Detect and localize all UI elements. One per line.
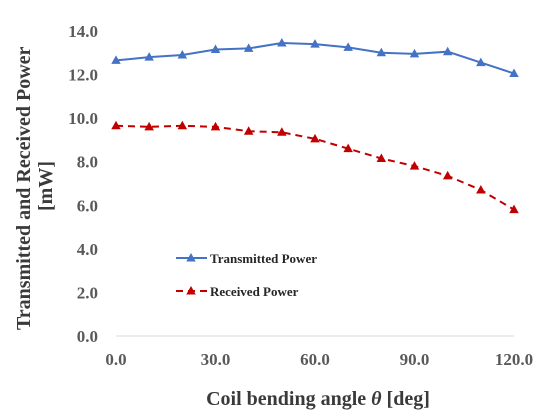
y-tick-label: 0.0	[77, 327, 98, 346]
transmitted-power-point	[144, 52, 154, 61]
transmitted-power-point	[343, 42, 353, 51]
y-tick-label: 2.0	[77, 283, 98, 302]
received-power-point	[210, 121, 221, 131]
transmitted-power-point	[509, 68, 519, 77]
legend-received-power-label: Received Power	[210, 284, 299, 299]
transmitted-power-point	[243, 43, 254, 52]
received-power-point	[376, 153, 387, 162]
received-power-point	[144, 121, 154, 131]
legend-transmitted-power-marker	[186, 253, 196, 262]
y-tick-label: 10.0	[68, 109, 98, 128]
y-tick-label: 12.0	[68, 66, 98, 85]
x-tick-label: 120.0	[495, 350, 533, 369]
transmitted-power-point	[442, 46, 453, 56]
received-power-point	[277, 127, 287, 136]
x-tick-label: 90.0	[400, 350, 430, 369]
received-power-point	[409, 161, 420, 170]
received-power-point	[509, 204, 519, 214]
legend-received-power-marker	[186, 286, 196, 295]
x-tick-labels: 0.0 30.0 60.0 90.0 120.0	[105, 350, 533, 369]
y-tick-label: 4.0	[77, 240, 98, 259]
transmitted-power-point	[177, 49, 188, 59]
legend: Transmitted Power Received Power	[176, 251, 317, 299]
x-axis-title: Coil bending angle θ [deg]	[206, 388, 430, 410]
transmitted-power-point	[376, 47, 387, 57]
received-power-point	[442, 170, 453, 180]
y-tick-label: 14.0	[68, 22, 98, 41]
x-tick-label: 60.0	[300, 350, 330, 369]
received-power-point	[343, 143, 353, 153]
transmitted-power-point	[409, 48, 420, 58]
y-axis-title-line2: [mW]	[35, 161, 57, 211]
y-tick-label: 8.0	[77, 153, 98, 172]
y-axis-title: Transmitted and Received Power [mW]	[13, 42, 57, 330]
transmitted-power-point	[277, 37, 287, 47]
transmitted-power-point	[111, 55, 121, 64]
legend-transmitted-power-label: Transmitted Power	[210, 251, 317, 266]
received-power-point	[476, 185, 486, 194]
received-power-point	[177, 120, 188, 130]
transmitted-power-point	[310, 39, 320, 48]
received-power-point	[310, 133, 320, 143]
transmitted-power-point	[476, 57, 486, 67]
x-tick-label: 30.0	[201, 350, 231, 369]
received-power-point	[111, 120, 121, 130]
y-tick-labels: 0.0 2.0 4.0 6.0 8.0 10.0 12.0 14.0	[68, 22, 98, 346]
y-axis-title-line1: Transmitted and Received Power	[13, 46, 35, 330]
x-tick-label: 0.0	[105, 350, 126, 369]
y-tick-label: 6.0	[77, 196, 98, 215]
transmitted-power-point	[210, 44, 221, 54]
series-layer	[111, 37, 519, 214]
received-power-point	[243, 126, 254, 135]
